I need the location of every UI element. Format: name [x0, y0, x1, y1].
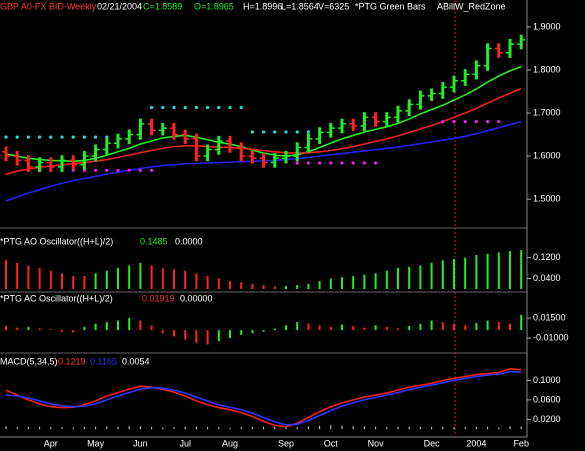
chart-title: GBP A0-FX BID-Weekly: [0, 1, 97, 11]
level-dot: [362, 161, 366, 165]
level-dot: [486, 120, 490, 124]
level-dot: [463, 120, 467, 124]
stat: V=6325: [318, 1, 349, 11]
level-dot: [239, 105, 243, 110]
level-dot: [295, 161, 299, 165]
level-dot: [172, 105, 176, 110]
level-dot: [452, 120, 456, 124]
y-tick-label: 0.0400: [533, 273, 561, 283]
level-dot: [94, 135, 98, 139]
y-tick-label: -0.01000: [533, 332, 569, 342]
level-dot: [441, 120, 445, 124]
x-tick-label: Aug: [222, 438, 238, 448]
level-dot: [340, 161, 344, 165]
level-dot: [15, 135, 19, 139]
y-tick-label: 0.1000: [533, 375, 561, 385]
line: [5, 370, 522, 426]
stat: C=1.8589: [143, 1, 182, 11]
level-dot: [351, 161, 355, 165]
level-dot: [306, 130, 310, 134]
y-tick-label: 1.9000: [533, 21, 561, 31]
panel-title: *PTG AC Oscillator((H+L)/2): [0, 293, 113, 303]
stat: O=1.8965: [194, 1, 234, 11]
x-tick-label: Oct: [324, 438, 339, 448]
x-tick-label: May: [87, 438, 105, 448]
level-dot: [105, 168, 109, 172]
moving-average: [5, 87, 522, 175]
level-dot: [474, 120, 478, 124]
level-dot: [138, 168, 142, 172]
stat: L=1.8564: [281, 1, 319, 11]
level-dot: [217, 105, 221, 110]
x-tick-label: Jul: [179, 438, 191, 448]
level-dot: [262, 130, 266, 134]
level-dot: [318, 161, 322, 165]
level-dot: [105, 135, 109, 139]
level-dot: [374, 161, 378, 165]
level-dot: [194, 105, 198, 110]
panel-title: MACD(5,34,5): [0, 356, 58, 366]
level-dot: [4, 135, 8, 139]
y-tick-label: 0.0600: [533, 394, 561, 404]
level-dot: [250, 130, 254, 134]
x-tick-label: Jun: [133, 438, 148, 448]
panel-title: *PTG AO Oscillator((H+L)/2): [0, 236, 113, 246]
x-tick-label: Dec: [424, 438, 441, 448]
y-tick-label: 0.1200: [533, 252, 561, 262]
level-dot: [183, 105, 187, 110]
readout: 0.1165: [90, 356, 117, 366]
level-dot: [71, 135, 75, 139]
level-dot: [26, 135, 30, 139]
y-tick-label: 0.0200: [533, 414, 561, 424]
y-tick-label: 0.01500: [533, 312, 566, 322]
readout: 0.1485: [140, 236, 168, 246]
level-dot: [497, 120, 501, 124]
level-dot: [206, 105, 210, 110]
readout: 0.1219: [58, 356, 86, 366]
line: [5, 367, 522, 428]
stat: H=1.8996: [243, 1, 282, 11]
level-dot: [329, 161, 333, 165]
level-dot: [161, 105, 165, 110]
annotation: ABillW_RedZone: [437, 1, 506, 11]
x-tick-label: 2004: [466, 438, 486, 448]
x-tick-label: Apr: [44, 438, 58, 448]
level-dot: [306, 161, 310, 165]
level-dot: [295, 130, 299, 134]
y-tick-label: 1.8000: [533, 64, 561, 74]
level-dot: [284, 130, 288, 134]
readout: 0.00000: [180, 293, 213, 303]
x-tick-label: Sep: [278, 438, 294, 448]
annotation: *PTG Green Bars: [355, 1, 426, 11]
y-tick-label: 1.6000: [533, 150, 561, 160]
date: 02/21/2004: [97, 1, 142, 11]
readout: 0.0000: [175, 236, 203, 246]
level-dot: [60, 135, 64, 139]
level-dot: [94, 168, 98, 172]
level-dot: [116, 168, 120, 172]
level-dot: [150, 168, 154, 172]
level-dot: [150, 105, 154, 110]
y-tick-label: 1.7000: [533, 107, 561, 117]
level-dot: [273, 130, 277, 134]
level-dot: [82, 135, 86, 139]
level-dot: [127, 168, 131, 172]
x-tick-label: Feb: [513, 438, 529, 448]
level-dot: [38, 135, 42, 139]
readout: 0.01919: [142, 293, 175, 303]
y-tick-label: 1.5000: [533, 194, 561, 204]
readout: 0.0054: [122, 356, 150, 366]
x-tick-label: Nov: [368, 438, 385, 448]
level-dot: [228, 105, 232, 110]
moving-average: [5, 65, 522, 163]
level-dot: [49, 135, 53, 139]
